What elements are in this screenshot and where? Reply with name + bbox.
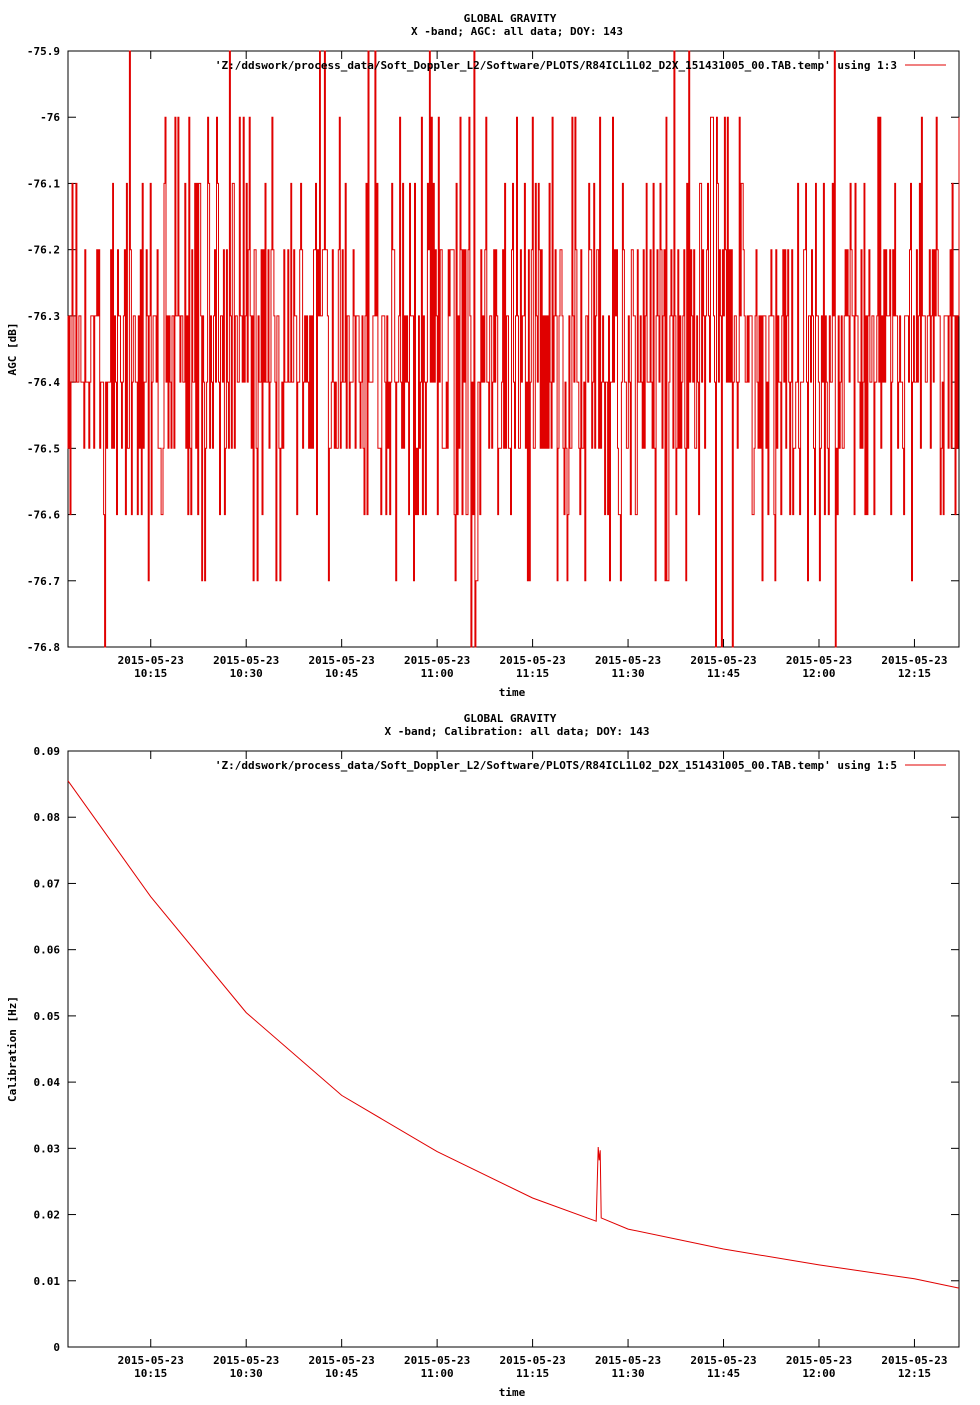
- chart-subtitle: X -band; Calibration: all data; DOY: 143: [385, 725, 650, 738]
- legend-entry: 'Z:/ddswork/process_data/Soft_Doppler_L2…: [215, 759, 897, 772]
- x-tick-time: 12:15: [898, 667, 931, 680]
- y-tick-label: -76.2: [27, 244, 60, 257]
- x-axis-label: time: [499, 1386, 526, 1399]
- series-line: [67, 50, 960, 648]
- x-tick-date: 2015-05-23: [786, 654, 852, 667]
- y-tick-label: -76.7: [27, 575, 60, 588]
- x-tick-date: 2015-05-23: [213, 1354, 279, 1367]
- y-axis-ticks: 0 0.01 0.02 0.03 0.04 0.05 0.06 0.07 0.08 0.09: [34, 745, 959, 1354]
- x-tick-time: 12:15: [898, 1367, 931, 1380]
- x-tick-date: 2015-05-23: [881, 654, 947, 667]
- x-tick-date: 2015-05-23: [309, 654, 375, 667]
- y-axis-ticks: -75.9 -76 -76.1 -76.2 -76.3 -76.4 -76.5 -76.6 -7…: [27, 45, 959, 654]
- x-tick-time: 10:15: [134, 667, 167, 680]
- y-tick-label: 0.08: [34, 811, 61, 824]
- y-axis-label: Calibration [Hz]: [6, 996, 19, 1102]
- x-tick-time: 11:15: [516, 1367, 549, 1380]
- y-tick-label: -76.1: [27, 177, 60, 190]
- chart-title: GLOBAL GRAVITY: [464, 712, 557, 725]
- calibration-chart: GLOBAL GRAVITY X -band; Calibration: all…: [6, 712, 960, 1399]
- x-tick-time: 11:30: [611, 1367, 644, 1380]
- x-tick-date: 2015-05-23: [404, 654, 470, 667]
- y-tick-label: -76.4: [27, 376, 60, 389]
- y-tick-label: -76.6: [27, 509, 60, 522]
- x-tick-date: 2015-05-23: [499, 654, 565, 667]
- x-axis-ticks: 2015-05-2310:152015-05-2310:302015-05-23…: [118, 751, 948, 1380]
- y-tick-label: -75.9: [27, 45, 60, 58]
- y-tick-label: -76.3: [27, 310, 60, 323]
- series-layer: [67, 780, 960, 1289]
- y-tick-label: 0: [53, 1341, 60, 1354]
- y-tick-label: 0.09: [34, 745, 61, 758]
- x-tick-date: 2015-05-23: [690, 1354, 756, 1367]
- x-tick-time: 10:15: [134, 1367, 167, 1380]
- x-tick-time: 11:15: [516, 667, 549, 680]
- plot-frame: [67, 750, 960, 1348]
- legend-entry: 'Z:/ddswork/process_data/Soft_Doppler_L2…: [215, 59, 897, 72]
- x-tick-date: 2015-05-23: [309, 1354, 375, 1367]
- x-tick-date: 2015-05-23: [881, 1354, 947, 1367]
- y-tick-label: 0.03: [34, 1142, 61, 1155]
- x-tick-time: 11:00: [421, 667, 454, 680]
- x-tick-time: 10:30: [230, 667, 263, 680]
- y-axis-label: AGC [dB]: [6, 323, 19, 376]
- x-tick-time: 11:30: [611, 667, 644, 680]
- series-line: [67, 780, 960, 1289]
- x-tick-date: 2015-05-23: [786, 1354, 852, 1367]
- x-tick-time: 11:45: [707, 1367, 740, 1380]
- x-tick-time: 10:45: [325, 1367, 358, 1380]
- x-tick-date: 2015-05-23: [213, 654, 279, 667]
- y-tick-label: 0.01: [34, 1275, 61, 1288]
- y-tick-label: 0.06: [34, 944, 61, 957]
- x-tick-date: 2015-05-23: [118, 1354, 184, 1367]
- x-tick-time: 10:45: [325, 667, 358, 680]
- x-axis-label: time: [499, 686, 526, 699]
- y-tick-label: 0.05: [34, 1010, 61, 1023]
- y-tick-label: -76.5: [27, 442, 60, 455]
- x-axis-ticks: 2015-05-2310:152015-05-2310:302015-05-23…: [118, 51, 948, 680]
- x-tick-time: 12:00: [802, 1367, 835, 1380]
- y-tick-label: -76.8: [27, 641, 60, 654]
- x-tick-time: 11:00: [421, 1367, 454, 1380]
- y-tick-label: 0.04: [34, 1076, 61, 1089]
- x-tick-date: 2015-05-23: [499, 1354, 565, 1367]
- y-tick-label: -76: [40, 111, 60, 124]
- agc-chart: GLOBAL GRAVITY X -band; AGC: all data; D…: [6, 12, 960, 699]
- x-tick-date: 2015-05-23: [690, 654, 756, 667]
- x-tick-time: 11:45: [707, 667, 740, 680]
- x-tick-time: 10:30: [230, 1367, 263, 1380]
- y-tick-label: 0.02: [34, 1209, 61, 1222]
- x-tick-date: 2015-05-23: [595, 1354, 661, 1367]
- x-tick-date: 2015-05-23: [595, 654, 661, 667]
- y-tick-label: 0.07: [34, 877, 61, 890]
- series-layer: [67, 50, 960, 648]
- chart-title: GLOBAL GRAVITY: [464, 12, 557, 25]
- x-tick-date: 2015-05-23: [118, 654, 184, 667]
- x-tick-time: 12:00: [802, 667, 835, 680]
- chart-subtitle: X -band; AGC: all data; DOY: 143: [411, 25, 623, 38]
- x-tick-date: 2015-05-23: [404, 1354, 470, 1367]
